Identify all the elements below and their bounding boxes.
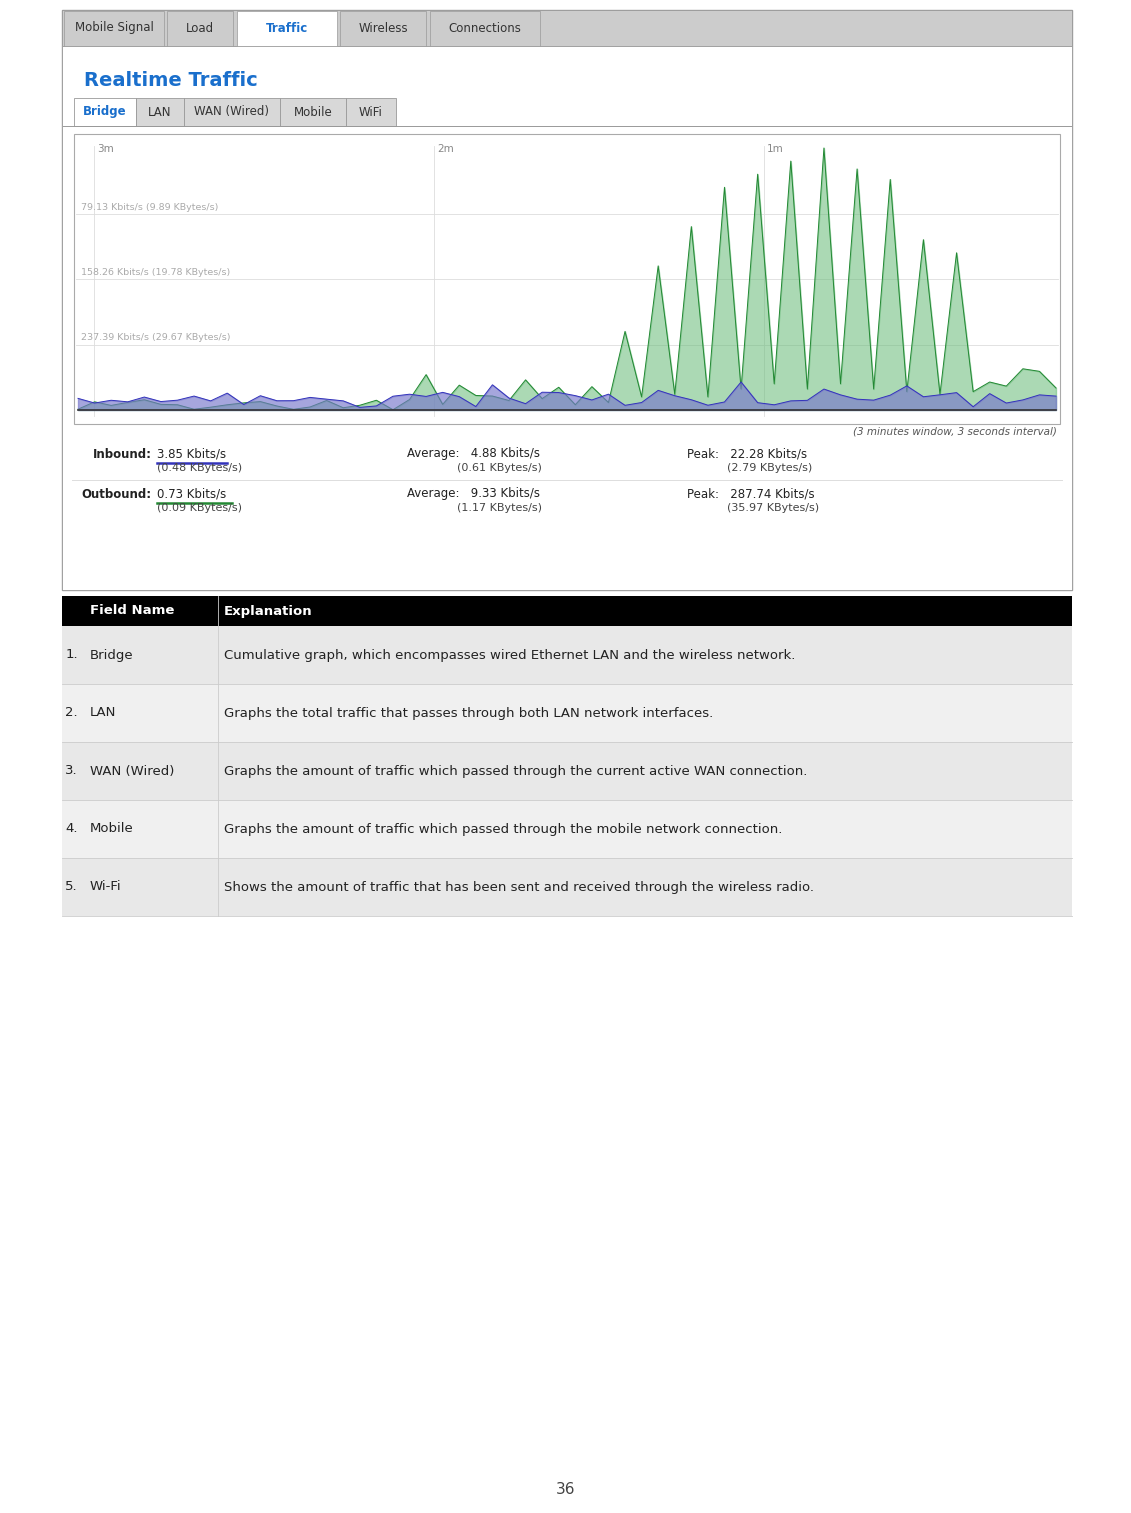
Text: (1.17 KBytes/s): (1.17 KBytes/s)	[457, 502, 542, 513]
Text: Cumulative graph, which encompasses wired Ethernet LAN and the wireless network.: Cumulative graph, which encompasses wire…	[224, 649, 795, 661]
Bar	[74, 98, 136, 126]
Text: WAN (Wired): WAN (Wired)	[90, 764, 174, 778]
Text: Traffic: Traffic	[266, 21, 308, 35]
Text: Peak:   287.74 Kbits/s: Peak: 287.74 Kbits/s	[687, 487, 814, 501]
Bar	[62, 45, 1072, 590]
Text: Peak:   22.28 Kbits/s: Peak: 22.28 Kbits/s	[687, 448, 808, 460]
Bar	[62, 626, 1072, 684]
Text: 1.: 1.	[66, 649, 78, 661]
Bar	[430, 11, 539, 45]
Text: 2m: 2m	[437, 144, 454, 154]
Text: 79.13 Kbits/s (9.89 KBytes/s): 79.13 Kbits/s (9.89 KBytes/s)	[81, 203, 218, 212]
Text: Wireless: Wireless	[359, 21, 408, 35]
Bar	[62, 11, 1072, 45]
Text: (35.97 KBytes/s): (35.97 KBytes/s)	[727, 502, 819, 513]
Text: Connections: Connections	[449, 21, 521, 35]
Text: WiFi: WiFi	[359, 106, 383, 118]
Text: 3m: 3m	[97, 144, 113, 154]
Bar	[184, 98, 280, 126]
Text: LAN: LAN	[90, 707, 116, 720]
Text: Average:   4.88 Kbits/s: Average: 4.88 Kbits/s	[407, 448, 539, 460]
Bar	[346, 98, 396, 126]
Bar	[136, 98, 184, 126]
Bar	[74, 135, 1060, 424]
Bar	[280, 98, 346, 126]
Text: Bridge: Bridge	[84, 106, 127, 118]
Text: 237.39 Kbits/s (29.67 KBytes/s): 237.39 Kbits/s (29.67 KBytes/s)	[81, 333, 231, 342]
Bar	[340, 11, 426, 45]
Text: 36: 36	[555, 1483, 576, 1498]
Text: Average:   9.33 Kbits/s: Average: 9.33 Kbits/s	[407, 487, 539, 501]
Bar	[64, 11, 164, 45]
Text: (0.48 KBytes/s): (0.48 KBytes/s)	[157, 463, 242, 474]
Text: 158.26 Kbits/s (19.78 KBytes/s): 158.26 Kbits/s (19.78 KBytes/s)	[81, 268, 231, 277]
Text: (3 minutes window, 3 seconds interval): (3 minutes window, 3 seconds interval)	[853, 427, 1057, 437]
Text: Load: Load	[185, 21, 214, 35]
Bar	[62, 800, 1072, 858]
Text: (0.61 KBytes/s): (0.61 KBytes/s)	[457, 463, 542, 474]
Text: WAN (Wired): WAN (Wired)	[195, 106, 269, 118]
Text: Outbound:: Outbound:	[81, 487, 152, 501]
Text: Shows the amount of traffic that has been sent and received through the wireless: Shows the amount of traffic that has bee…	[224, 881, 814, 894]
Text: Inbound:: Inbound:	[93, 448, 152, 460]
Text: Graphs the amount of traffic which passed through the current active WAN connect: Graphs the amount of traffic which passe…	[224, 764, 808, 778]
Bar	[62, 684, 1072, 741]
Text: Mobile: Mobile	[90, 823, 133, 835]
Text: 3.: 3.	[66, 764, 78, 778]
Text: LAN: LAN	[148, 106, 172, 118]
Text: Explanation: Explanation	[224, 605, 312, 617]
Text: Mobile Signal: Mobile Signal	[75, 21, 154, 35]
Text: Field Name: Field Name	[90, 605, 174, 617]
Text: 1m: 1m	[767, 144, 784, 154]
Text: 5.: 5.	[66, 881, 78, 894]
Bar	[62, 11, 1072, 590]
Text: Graphs the total traffic that passes through both LAN network interfaces.: Graphs the total traffic that passes thr…	[224, 707, 714, 720]
Bar	[62, 741, 1072, 800]
Text: 2.: 2.	[66, 707, 78, 720]
Bar	[62, 858, 1072, 915]
Bar	[238, 11, 337, 45]
Text: Mobile: Mobile	[294, 106, 333, 118]
Text: Graphs the amount of traffic which passed through the mobile network connection.: Graphs the amount of traffic which passe…	[224, 823, 783, 835]
Text: Bridge: Bridge	[90, 649, 133, 661]
Bar	[62, 596, 1072, 626]
Text: 4.: 4.	[66, 823, 78, 835]
Text: Wi-Fi: Wi-Fi	[90, 881, 122, 894]
Text: 0.73 Kbits/s: 0.73 Kbits/s	[157, 487, 226, 501]
Text: Realtime Traffic: Realtime Traffic	[84, 71, 258, 89]
Text: (0.09 KBytes/s): (0.09 KBytes/s)	[157, 502, 242, 513]
Text: 3.85 Kbits/s: 3.85 Kbits/s	[157, 448, 226, 460]
Text: (2.79 KBytes/s): (2.79 KBytes/s)	[727, 463, 812, 474]
Bar	[167, 11, 233, 45]
